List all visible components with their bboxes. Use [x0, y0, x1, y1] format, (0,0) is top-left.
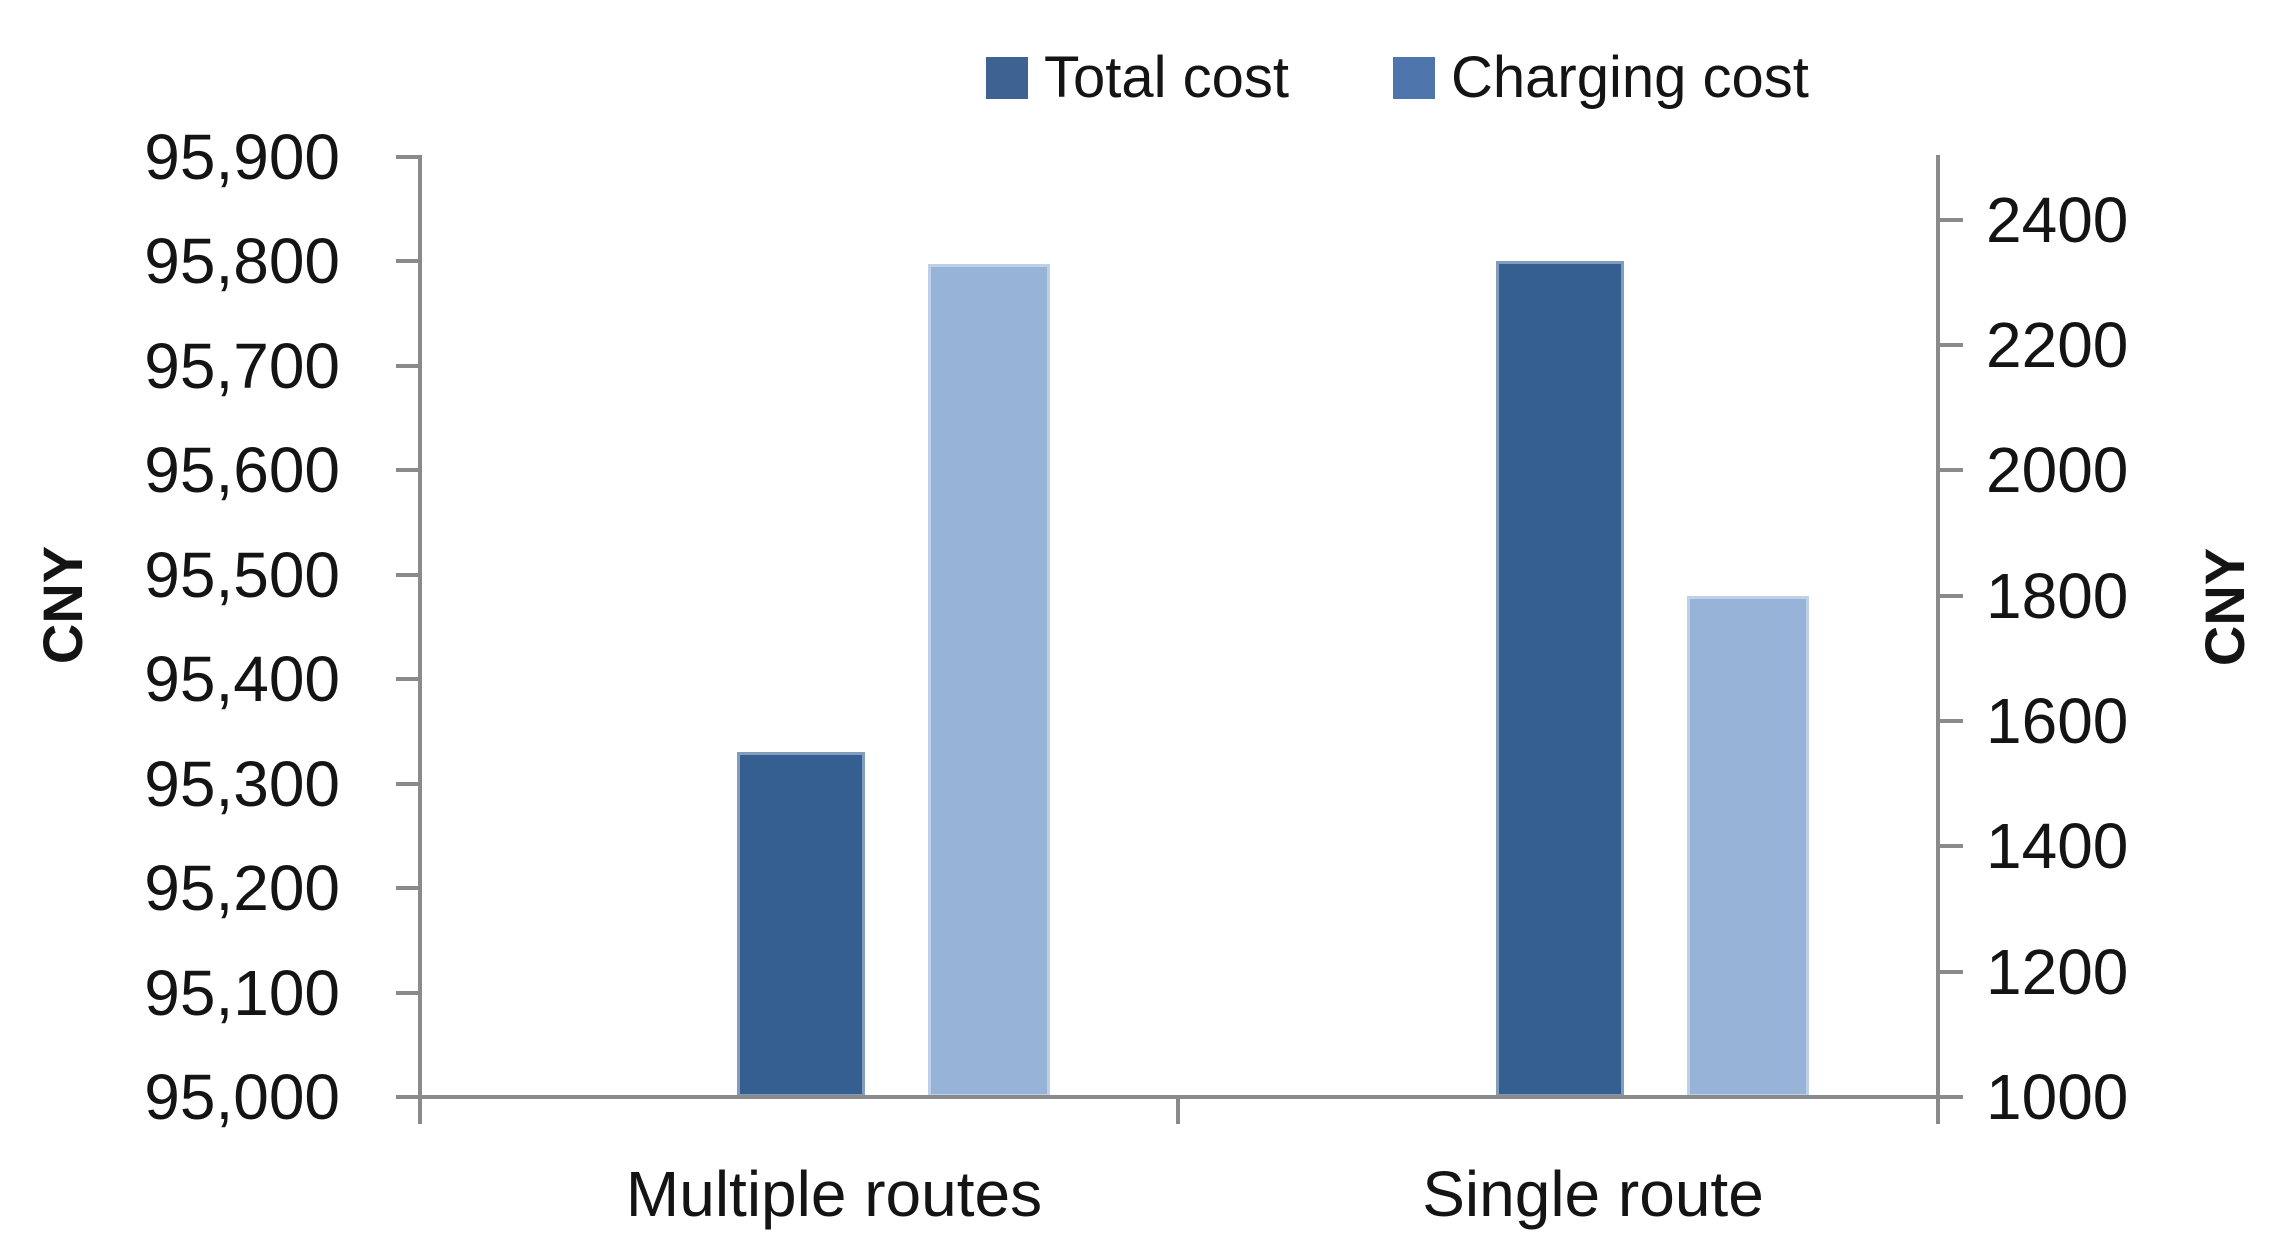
- y-tick-label-right: 1600: [1986, 685, 2129, 757]
- y-axis-left-line: [418, 155, 422, 1124]
- y-tick-left: [396, 677, 420, 682]
- y-tick-label-left: 95,400: [144, 643, 340, 716]
- y-tick-right: [1938, 593, 1963, 598]
- y-tick-label-right: 1800: [1986, 559, 2129, 632]
- y-tick-right: [1938, 343, 1963, 347]
- y-tick-right: [1938, 468, 1963, 473]
- y-tick-left: [396, 259, 420, 264]
- y-tick-label-left: 95,800: [144, 225, 340, 298]
- y-tick-left: [396, 1095, 420, 1099]
- y-tick-label-left: 95,100: [144, 956, 340, 1029]
- y-tick-right: [1938, 844, 1963, 849]
- y-tick-left: [396, 886, 420, 891]
- bar-total-cost-single-route: [1496, 261, 1624, 1097]
- y-tick-label-left: 95,500: [144, 538, 340, 611]
- bar-charging-cost-single-route: [1687, 595, 1809, 1097]
- legend: Total cost Charging cost: [986, 44, 1809, 112]
- x-axis-label-single-route: Single route: [1422, 1158, 1764, 1230]
- y-tick-left: [396, 572, 420, 577]
- y-tick-label-right: 2200: [1986, 309, 2129, 381]
- y-tick-label-right: 2000: [1986, 434, 2129, 507]
- y-tick-label-left: 95,200: [144, 852, 340, 925]
- legend-swatch-charging-cost: [1393, 57, 1435, 99]
- y-tick-right: [1938, 719, 1963, 723]
- x-axis-mid-tick: [1176, 1099, 1180, 1124]
- y-tick-label-left: 95,700: [144, 329, 340, 402]
- y-tick-label-right: 1200: [1986, 935, 2129, 1008]
- legend-item-charging-cost: Charging cost: [1393, 44, 1809, 112]
- y-axis-right-line: [1936, 155, 1940, 1124]
- y-tick-label-left: 95,300: [144, 747, 340, 820]
- legend-swatch-total-cost: [986, 57, 1028, 99]
- y-tick-label-left: 95,000: [144, 1061, 340, 1133]
- y-tick-right: [1938, 217, 1963, 222]
- y-tick-label-left: 95,900: [144, 121, 340, 193]
- y-tick-label-right: 2400: [1986, 183, 2129, 256]
- x-axis-line: [396, 1095, 1963, 1099]
- y-tick-label-left: 95,600: [144, 434, 340, 507]
- y-tick-left: [396, 990, 420, 995]
- y-tick-left: [396, 781, 420, 786]
- legend-item-total-cost: Total cost: [986, 44, 1289, 112]
- legend-label-total-cost: Total cost: [1044, 45, 1289, 110]
- y-tick-right: [1938, 969, 1963, 974]
- legend-label-charging-cost: Charging cost: [1451, 45, 1809, 110]
- y-tick-left: [396, 363, 420, 368]
- x-axis-label-multiple-routes: Multiple routes: [625, 1158, 1043, 1230]
- bar-total-cost-multiple-routes: [737, 752, 865, 1097]
- y-tick-label-right: 1400: [1986, 810, 2129, 883]
- bar-charging-cost-multiple-routes: [928, 263, 1050, 1097]
- y-tick-label-right: 1000: [1986, 1061, 2129, 1133]
- y-tick-left: [396, 155, 420, 159]
- y-tick-right: [1938, 1095, 1963, 1099]
- y-tick-left: [396, 468, 420, 473]
